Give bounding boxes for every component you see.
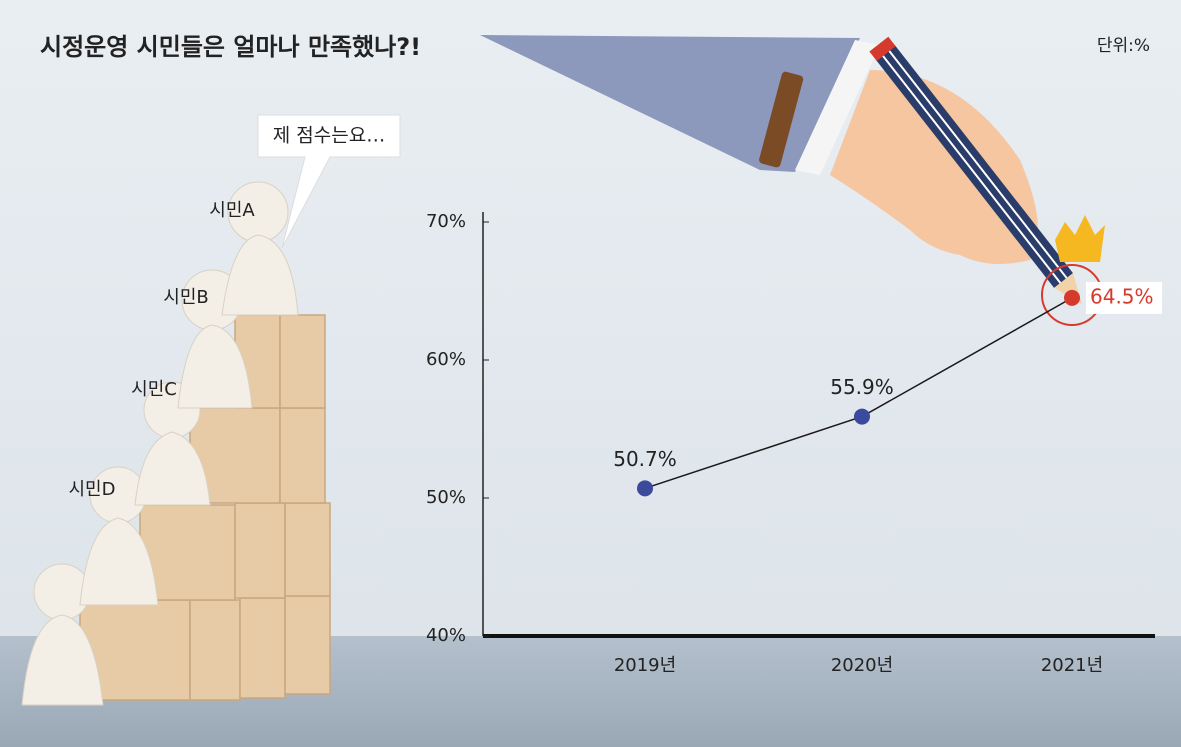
figures: [21, 181, 299, 706]
value-label: 64.5%: [1090, 284, 1154, 308]
x-tick-label: 2020년: [831, 655, 893, 676]
figure-label: 시민A: [209, 200, 255, 221]
pencil: [869, 36, 1083, 305]
y-tick-label: 40%: [426, 625, 466, 646]
blocks: [79, 314, 331, 701]
unit: 단위:%: [1097, 36, 1150, 56]
point: [1064, 289, 1080, 306]
point: [637, 480, 653, 497]
hand: [830, 70, 1038, 264]
cuff: [795, 40, 880, 175]
value-label: 55.9%: [830, 375, 894, 399]
y-tick-label: 60%: [426, 349, 466, 370]
label-box: [1086, 281, 1162, 314]
speech-bubble: [257, 114, 401, 249]
figure-label: 시민B: [163, 287, 208, 308]
point: [854, 408, 870, 425]
y-tick-label: 70%: [426, 211, 466, 232]
y-tick-label: 50%: [426, 487, 466, 508]
button: [759, 71, 804, 168]
value-label: 50.7%: [613, 447, 677, 471]
figure-label: 시민D: [69, 479, 116, 500]
x-tick-label: 2021년: [1041, 655, 1103, 676]
figure-label: 시민C: [131, 379, 177, 400]
crown: [1055, 215, 1105, 262]
x-tick-label: 2019년: [614, 655, 676, 676]
chart-title: 시정운영 시민들은 얼마나 만족했나?!: [40, 33, 421, 61]
bubble-text: 제 점수는요…: [273, 125, 385, 147]
